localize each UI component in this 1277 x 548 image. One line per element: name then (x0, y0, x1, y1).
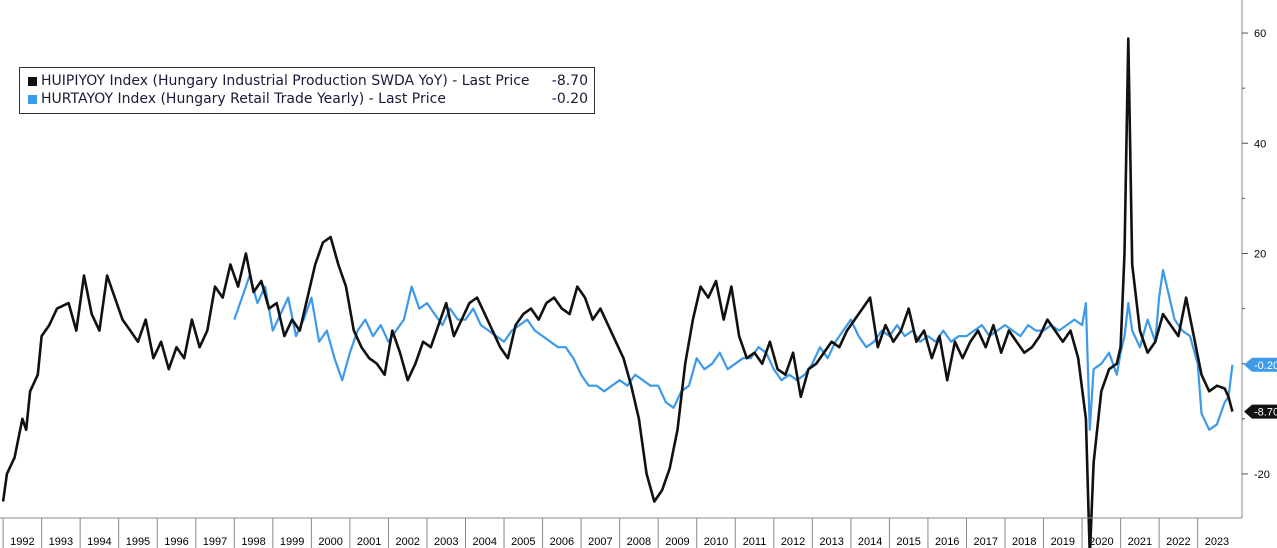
x-tick-label: 2002 (395, 536, 419, 548)
x-tick-label: 2022 (1166, 536, 1190, 548)
x-tick-label: 2006 (550, 536, 574, 548)
x-tick-label: 1995 (126, 536, 150, 548)
y-tick-label: 60 (1254, 28, 1266, 40)
x-tick-label: 1993 (49, 536, 73, 548)
legend-last-value: -0.20 (551, 91, 588, 107)
legend-swatch-blue (28, 94, 37, 104)
x-tick-label: 2021 (1128, 536, 1152, 548)
legend-series-name: HUIPIYOY Index (Hungary Industrial Produ… (41, 73, 530, 89)
x-tick-label: 2003 (434, 536, 458, 548)
x-tick-label: 1996 (164, 536, 188, 548)
x-tick-label: 1994 (87, 536, 111, 548)
x-tick-label: 2009 (665, 536, 689, 548)
x-tick-label: 2014 (858, 536, 882, 548)
y-tick-label: 40 (1254, 138, 1266, 150)
x-tick-label: 2020 (1089, 536, 1113, 548)
x-tick-label: 1998 (241, 536, 265, 548)
x-tick-label: 2008 (627, 536, 651, 548)
last-value-tags: -8.70 -0.20 (1244, 357, 1277, 419)
legend-entry-industrial-production: HUIPIYOY Index (Hungary Industrial Produ… (28, 72, 588, 90)
last-value-tag (1244, 404, 1277, 419)
last-value-tag-label: -8.70 (1254, 407, 1277, 419)
x-tick-label: 2012 (781, 536, 805, 548)
chart-legend: HUIPIYOY Index (Hungary Industrial Produ… (19, 67, 595, 114)
x-tick-label: 2005 (511, 536, 535, 548)
x-axis: 1992 1993 1994 1995 1996 1997 1998 1999 2000 2001… (2, 518, 1229, 548)
x-tick-label: 2017 (973, 536, 997, 548)
x-tick-label: 2004 (473, 536, 497, 548)
y-tick-label: -20 (1254, 469, 1270, 481)
x-tick-label: 2013 (819, 536, 843, 548)
last-value-tag-label: -0.20 (1254, 360, 1277, 372)
x-tick-label: 2019 (1051, 536, 1075, 548)
x-tick-label: 2023 (1205, 536, 1229, 548)
legend-last-value: -8.70 (551, 73, 588, 89)
y-axis: 60 40 20 -20 (1242, 28, 1270, 481)
x-tick-label: 2011 (743, 536, 767, 548)
x-tick-label: 1999 (280, 536, 304, 548)
x-tick-label: 2015 (896, 536, 920, 548)
x-tick-label: 1997 (203, 536, 227, 548)
x-tick-label: 2016 (935, 536, 959, 548)
legend-entry-retail-trade: HURTAYOY Index (Hungary Retail Trade Yea… (28, 90, 588, 108)
x-tick-label: 2010 (704, 536, 728, 548)
x-tick-label: 2018 (1012, 536, 1036, 548)
x-tick-label: 2001 (357, 536, 381, 548)
series-line-0 (1, 37, 1234, 548)
last-value-tag (1244, 357, 1277, 372)
legend-swatch-black (28, 76, 37, 86)
x-tick-label: 1992 (10, 536, 34, 548)
x-tick-label: 2007 (588, 536, 612, 548)
series-line-1 (233, 268, 1234, 431)
series-layer (1, 37, 1234, 548)
x-tick-label: 2000 (318, 536, 342, 548)
legend-series-name: HURTAYOY Index (Hungary Retail Trade Yea… (41, 91, 446, 107)
y-tick-label: 20 (1254, 248, 1266, 260)
